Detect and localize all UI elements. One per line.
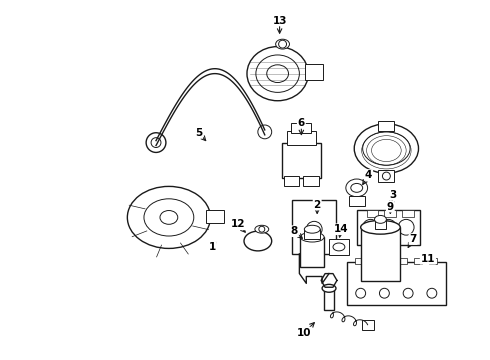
- Ellipse shape: [361, 220, 400, 234]
- Ellipse shape: [144, 199, 194, 236]
- Circle shape: [356, 288, 366, 298]
- Bar: [329, 239, 349, 255]
- Ellipse shape: [255, 225, 269, 233]
- Ellipse shape: [247, 46, 308, 101]
- Circle shape: [151, 138, 161, 148]
- Text: 11: 11: [420, 254, 435, 264]
- Text: 14: 14: [334, 224, 348, 234]
- Bar: [206, 210, 224, 223]
- Ellipse shape: [363, 132, 410, 165]
- Ellipse shape: [322, 284, 336, 292]
- Bar: [293, 200, 336, 254]
- Circle shape: [146, 133, 166, 152]
- Bar: [300, 237, 324, 267]
- Circle shape: [398, 219, 414, 235]
- Bar: [347, 262, 446, 305]
- Ellipse shape: [304, 225, 320, 233]
- Ellipse shape: [244, 231, 271, 251]
- Circle shape: [363, 219, 378, 235]
- Bar: [402, 210, 414, 217]
- Ellipse shape: [346, 179, 368, 197]
- Text: 10: 10: [297, 328, 312, 338]
- Text: 4: 4: [365, 170, 372, 180]
- Bar: [292, 123, 311, 133]
- Bar: [384, 258, 392, 264]
- Text: 6: 6: [298, 118, 305, 128]
- Bar: [361, 227, 400, 282]
- Text: 9: 9: [387, 202, 394, 212]
- Bar: [374, 219, 387, 229]
- Ellipse shape: [333, 243, 345, 251]
- Circle shape: [380, 219, 396, 235]
- Bar: [367, 210, 378, 217]
- Text: 2: 2: [314, 199, 321, 210]
- Text: 8: 8: [291, 226, 298, 236]
- Circle shape: [258, 125, 271, 139]
- Ellipse shape: [351, 184, 363, 192]
- Bar: [357, 210, 420, 245]
- Ellipse shape: [300, 232, 324, 242]
- Bar: [305, 64, 323, 80]
- Ellipse shape: [354, 124, 418, 173]
- Ellipse shape: [267, 65, 289, 82]
- Text: 12: 12: [231, 219, 245, 229]
- Bar: [369, 258, 377, 264]
- Bar: [284, 176, 299, 186]
- Text: 5: 5: [195, 128, 202, 138]
- Bar: [349, 196, 365, 206]
- Bar: [429, 258, 437, 264]
- Text: 1: 1: [209, 242, 216, 252]
- Ellipse shape: [276, 39, 290, 49]
- Bar: [399, 258, 407, 264]
- Circle shape: [382, 172, 391, 180]
- Circle shape: [403, 288, 413, 298]
- Circle shape: [259, 226, 265, 232]
- Bar: [362, 320, 373, 330]
- Bar: [324, 288, 334, 310]
- Text: 13: 13: [272, 15, 287, 26]
- Text: 7: 7: [409, 234, 417, 244]
- Circle shape: [427, 288, 437, 298]
- Bar: [378, 121, 394, 131]
- Ellipse shape: [160, 211, 178, 224]
- Bar: [378, 170, 394, 182]
- Bar: [355, 258, 363, 264]
- Ellipse shape: [127, 186, 210, 248]
- Bar: [384, 210, 396, 217]
- Ellipse shape: [256, 55, 299, 93]
- Text: 3: 3: [390, 190, 397, 200]
- Bar: [304, 229, 320, 239]
- Bar: [414, 258, 422, 264]
- Bar: [287, 131, 316, 145]
- Bar: [282, 143, 321, 178]
- Bar: [303, 176, 319, 186]
- Circle shape: [306, 221, 322, 237]
- Circle shape: [379, 288, 390, 298]
- Ellipse shape: [374, 215, 387, 223]
- Circle shape: [279, 40, 287, 48]
